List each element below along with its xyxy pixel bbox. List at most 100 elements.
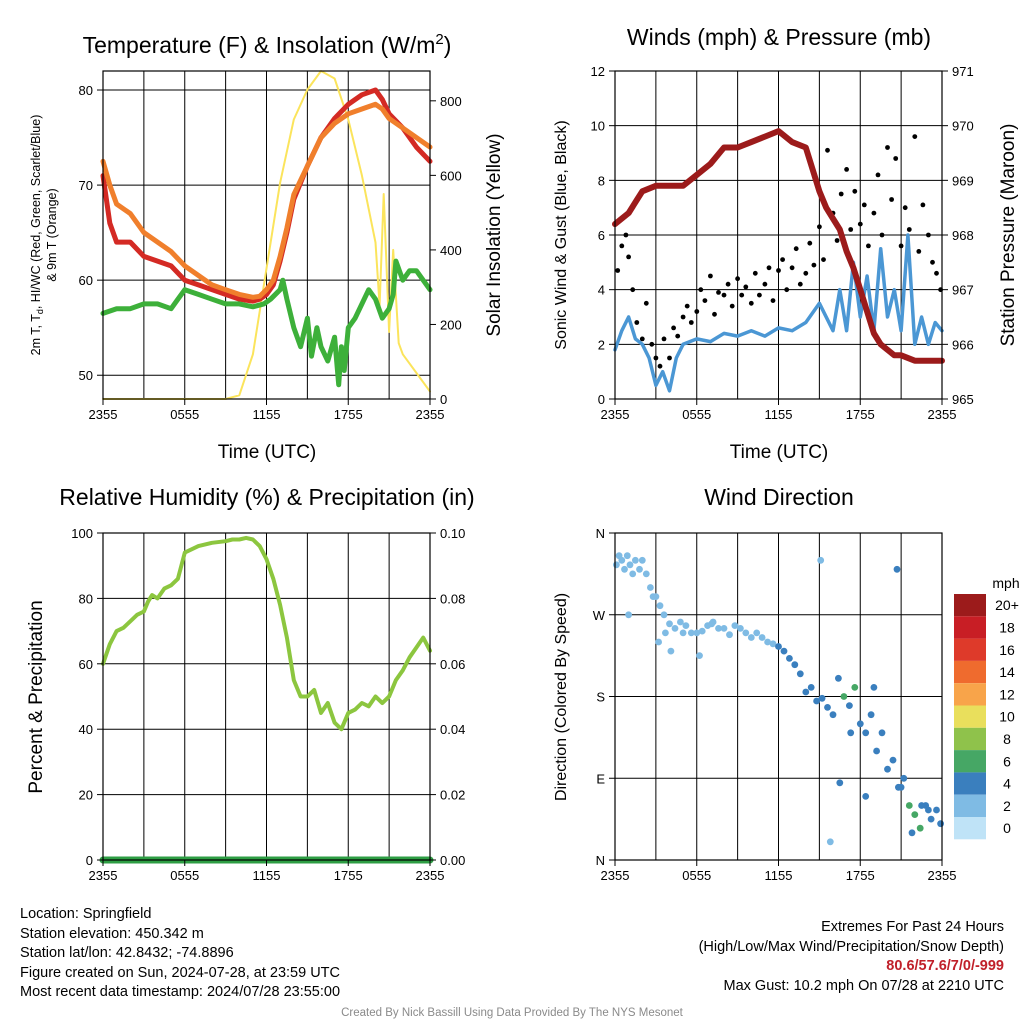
extremes-values: 80.6/57.6/7/0/-999 xyxy=(886,958,1004,974)
wdir-point xyxy=(937,820,944,828)
wdir-point xyxy=(878,729,886,737)
wdir-point xyxy=(893,565,901,573)
wdir-legend-swatch xyxy=(954,794,986,817)
winds-gust-point xyxy=(916,249,922,254)
temp-xtick-label: 2355 xyxy=(89,407,118,422)
recent-text: Most recent data timestamp: 2024/07/28 2… xyxy=(20,984,341,1000)
wdir-point xyxy=(671,625,679,632)
rh-panel: 2355 0555 1155 1755 23550204060801000.000.02… xyxy=(26,484,475,883)
wdir-point xyxy=(775,643,782,650)
wdir-point xyxy=(897,783,905,791)
extremes-info: Extremes For Past 24 Hours (High/Low/Max… xyxy=(699,918,1004,996)
winds-gust-point xyxy=(626,254,631,260)
max-gust-text: Max Gust: 10.2 mph On 07/28 at 2210 UTC xyxy=(723,977,1004,994)
wdir-point xyxy=(862,729,870,737)
wdir-legend-label: 4 xyxy=(1003,776,1011,792)
wdir-point xyxy=(737,625,744,632)
rh-xtick-label: 1755 xyxy=(334,868,363,883)
winds-gust-point xyxy=(803,270,809,276)
wdir-legend-label: 18 xyxy=(999,619,1015,635)
wdir-legend-swatch xyxy=(954,638,986,661)
wdir-point xyxy=(660,611,668,619)
temp-ylabel-line2: & 9m T (Orange) xyxy=(45,188,59,281)
winds-gust-point xyxy=(780,257,785,262)
wdir-point xyxy=(638,556,646,564)
wdir-point xyxy=(679,629,687,637)
wdir-point xyxy=(623,552,631,560)
wdir-legend-label: 12 xyxy=(999,686,1015,702)
winds-ylabel: Sonic Wind & Gust (Blue, Black) xyxy=(553,120,570,349)
temp-xtick-label: 0555 xyxy=(170,407,199,422)
rh-xtick-label: 2355 xyxy=(416,868,445,883)
winds-ytick-label: 6 xyxy=(598,228,605,243)
wdir-point xyxy=(925,806,932,814)
temp-xtick-label: 1155 xyxy=(253,407,281,422)
winds-gust-point xyxy=(739,292,745,298)
winds-gust-point xyxy=(793,246,799,252)
winds-gust-point xyxy=(657,363,663,369)
location-text: Location: Springfield xyxy=(20,906,152,922)
winds-gust-point xyxy=(675,333,681,339)
wdir-point xyxy=(708,620,716,628)
winds-gust-point xyxy=(811,262,817,268)
wdir-legend-swatch xyxy=(954,750,986,773)
wdir-ytick-label: W xyxy=(593,608,606,623)
winds-gust-point xyxy=(688,320,694,325)
wdir-point xyxy=(642,570,650,578)
wdir-point xyxy=(698,627,706,635)
wdir-point xyxy=(667,647,675,655)
winds-gust-point xyxy=(708,273,713,279)
winds-gust-point xyxy=(898,243,904,249)
winds-gust-point xyxy=(930,259,935,265)
winds-y2label: Station Pressure (Maroon) xyxy=(998,124,1019,347)
winds-gust-point xyxy=(630,287,636,293)
wdir-point xyxy=(817,556,825,564)
wdir-point xyxy=(656,602,664,610)
wdir-legend-label: 2 xyxy=(1003,798,1011,814)
winds-xtick-label: 1755 xyxy=(846,407,875,422)
wdir-legend-label: 14 xyxy=(999,664,1015,680)
wdir-legend-label: 10 xyxy=(999,709,1015,725)
temp-ylabel: 2m T, Td, HI/WC (Red, Green, Scarlet/Blu… xyxy=(29,115,45,356)
wdir-point xyxy=(911,811,919,818)
temp-title-end: ) xyxy=(444,32,452,58)
winds-gust-point xyxy=(748,300,754,306)
wdir-point xyxy=(791,661,799,669)
wdir-point xyxy=(618,556,626,564)
wdir-point xyxy=(847,729,855,737)
wdir-point xyxy=(796,670,804,678)
winds-xtick-label: 1155 xyxy=(765,407,793,422)
winds-gust-point xyxy=(834,238,840,243)
wdir-point xyxy=(905,802,913,809)
wdir-point xyxy=(764,638,771,646)
wdir-xtick-label: 2355 xyxy=(601,868,630,883)
winds-gust-point xyxy=(649,341,655,347)
temp-y2tick-label: 400 xyxy=(440,243,462,258)
extremes-title: Extremes For Past 24 Hours xyxy=(821,919,1004,935)
winds-gust-point xyxy=(776,268,781,273)
winds-gust-point xyxy=(766,265,772,271)
rh-title: Relative Humidity (%) & Precipitation (i… xyxy=(59,484,474,510)
winds-gust-point xyxy=(844,167,849,172)
winds-ytick-label: 8 xyxy=(598,173,605,188)
winds-xtick-label: 2355 xyxy=(928,407,957,422)
wdir-point xyxy=(933,806,940,814)
rh-ytick-label: 80 xyxy=(79,591,93,606)
wdir-point xyxy=(927,815,935,823)
wdir-point xyxy=(613,561,620,569)
winds-gust-point xyxy=(926,232,931,238)
winds-gust-point xyxy=(639,336,645,342)
winds-ytick-label: 0 xyxy=(598,392,605,407)
winds-gust-point xyxy=(825,147,830,153)
temp-ytick-label: 70 xyxy=(79,178,93,193)
rh-xtick-label: 1155 xyxy=(253,868,281,883)
winds-y2tick-label: 969 xyxy=(952,173,974,188)
winds-gust-point xyxy=(712,311,717,317)
temp-xtick-label: 2355 xyxy=(416,407,445,422)
wdir-ytick-label: N xyxy=(596,526,605,541)
wdir-point xyxy=(884,765,891,773)
wdir-point xyxy=(870,684,878,691)
wdir-point xyxy=(918,802,925,809)
winds-gust-point xyxy=(671,325,676,331)
